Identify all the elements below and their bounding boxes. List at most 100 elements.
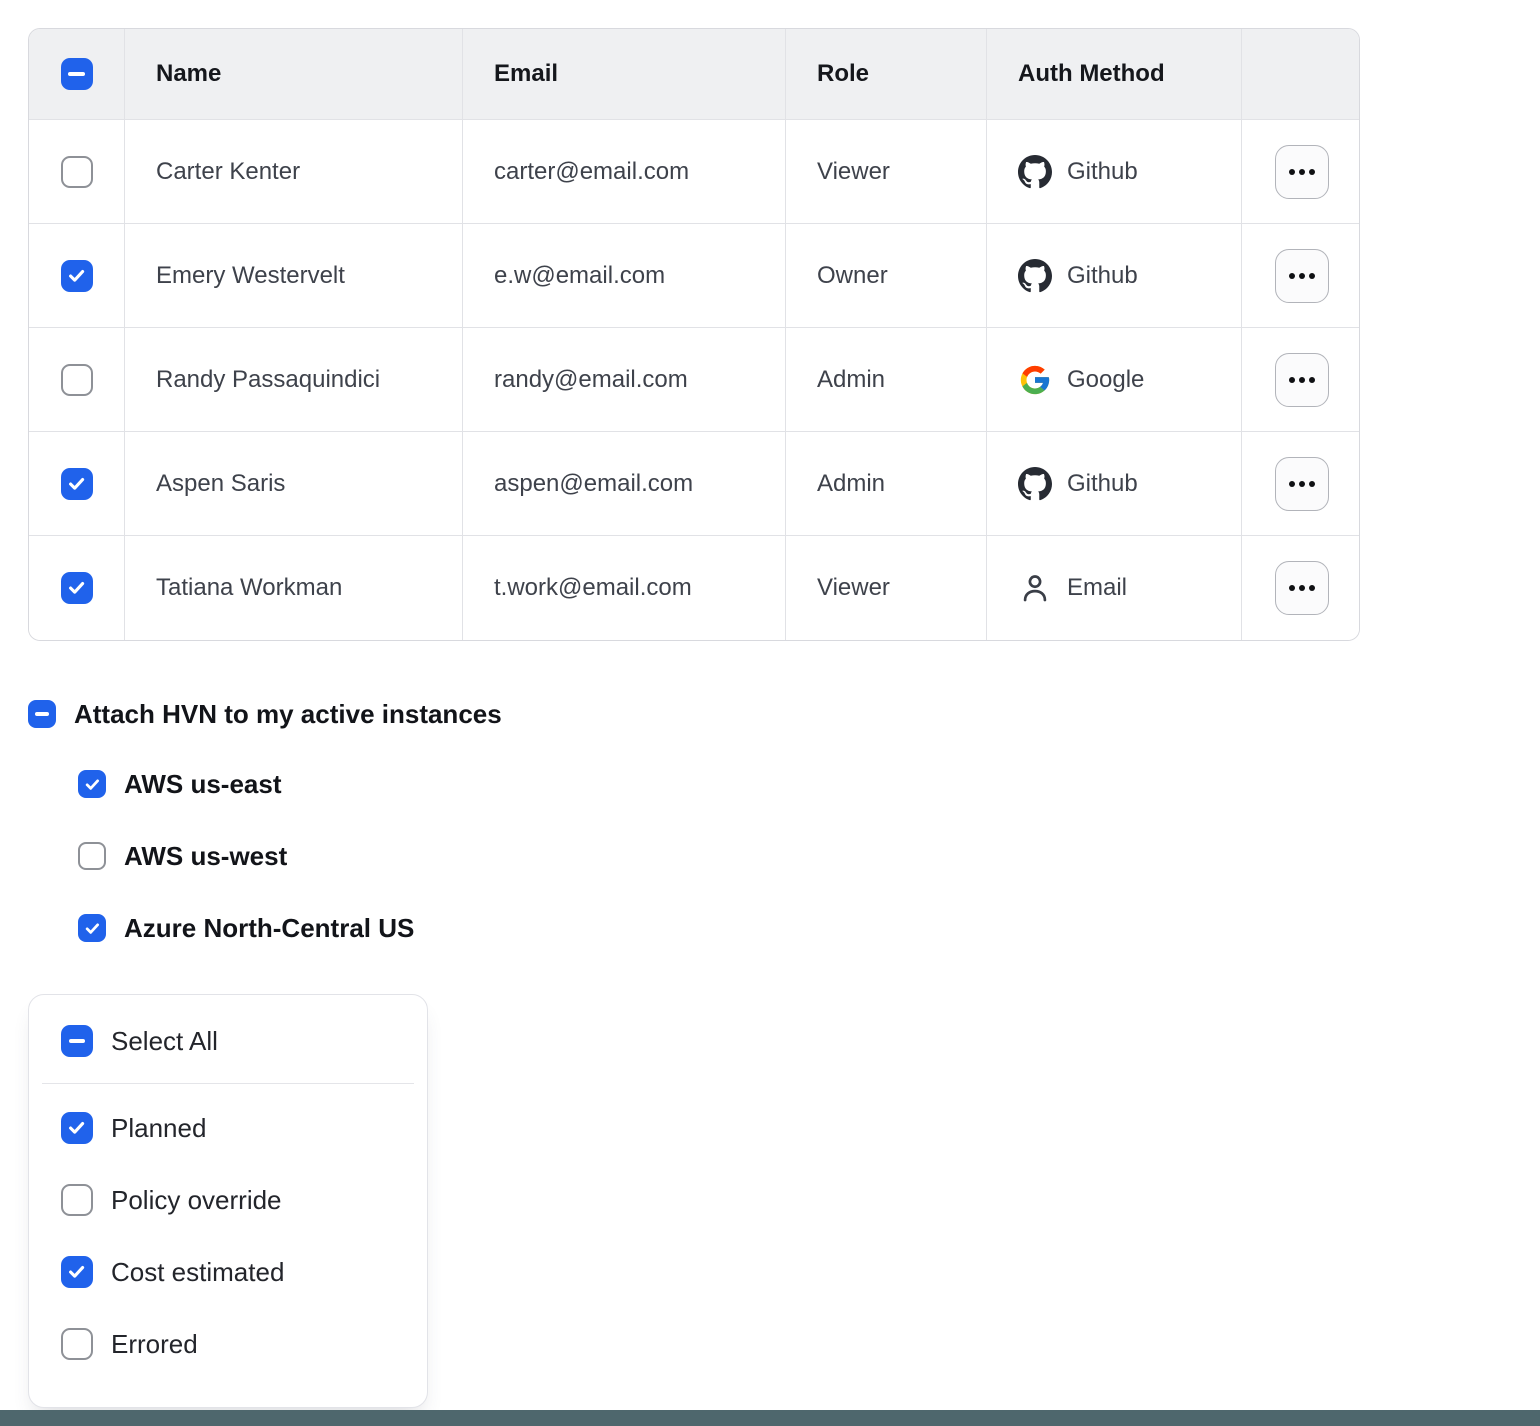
ellipsis-icon (1288, 376, 1315, 383)
row-actions-button[interactable] (1274, 248, 1329, 303)
filter-option-label: Errored (111, 1328, 198, 1359)
email-cell: aspen@email.com (463, 432, 786, 536)
user-role: Viewer (817, 157, 890, 185)
hvn-instance-checkbox[interactable] (78, 842, 106, 870)
table-row: Tatiana Workman t.work@email.com Viewer (29, 536, 1359, 640)
filter-select-all[interactable]: Select All (29, 1021, 427, 1061)
table-body: Carter Kenter carter@email.com Viewer (29, 120, 1359, 640)
filter-option[interactable]: Planned (29, 1108, 427, 1148)
check-icon (85, 923, 99, 934)
hvn-instance-option[interactable]: Azure North-Central US (78, 912, 502, 944)
minus-icon (68, 72, 85, 76)
auth-method-label: Github (1067, 261, 1138, 289)
github-icon (1018, 154, 1052, 189)
filter-option[interactable]: Policy override (29, 1180, 427, 1220)
table-row: Carter Kenter carter@email.com Viewer (29, 120, 1359, 224)
filter-option[interactable]: Cost estimated (29, 1252, 427, 1292)
row-checkbox[interactable] (60, 363, 93, 396)
user-role: Admin (817, 469, 886, 497)
hvn-section: Attach HVN to my active instances AWS us… (28, 698, 502, 984)
row-checkbox[interactable] (60, 155, 93, 188)
role-cell: Admin (786, 432, 987, 536)
row-select-cell (29, 120, 125, 224)
hvn-instance-checkbox[interactable] (78, 770, 106, 798)
auth-method-label: Google (1067, 365, 1145, 393)
email-cell: t.work@email.com (463, 536, 786, 640)
row-select-cell (29, 224, 125, 328)
user-name: Carter Kenter (156, 157, 301, 185)
user-role: Owner (817, 261, 888, 289)
filter-select-all-checkbox[interactable] (61, 1025, 93, 1057)
user-role: Viewer (817, 574, 890, 601)
auth-method-label: Github (1067, 469, 1138, 497)
check-icon (68, 582, 85, 595)
hvn-instance-option[interactable]: AWS us-east (78, 768, 502, 800)
email-cell: carter@email.com (463, 120, 786, 224)
filter-card: Select All Planned Policy override Cost … (28, 994, 428, 1408)
filter-option-checkbox[interactable] (61, 1328, 93, 1360)
actions-cell (1242, 224, 1359, 328)
hvn-instance-label: AWS us-east (124, 768, 282, 799)
minus-icon (34, 712, 50, 716)
auth-method-cell: Github (987, 224, 1242, 328)
column-header-actions (1242, 29, 1359, 120)
column-header-auth-method: Auth Method (987, 29, 1242, 120)
user-email: e.w@email.com (494, 261, 666, 289)
filter-option-checkbox[interactable] (61, 1256, 93, 1288)
column-header-name: Name (125, 29, 463, 120)
filter-select-all-label: Select All (111, 1025, 218, 1056)
hvn-parent-option[interactable]: Attach HVN to my active instances (28, 698, 502, 730)
ellipsis-icon (1288, 272, 1315, 279)
row-actions-button[interactable] (1274, 144, 1329, 199)
ellipsis-icon (1288, 168, 1315, 175)
check-icon (85, 779, 99, 790)
select-all-rows-checkbox[interactable] (60, 58, 93, 90)
auth-method-cell: Email (987, 536, 1242, 640)
minus-icon (68, 1039, 86, 1043)
user-email: aspen@email.com (494, 469, 694, 497)
person-icon (1018, 571, 1052, 605)
column-header-role: Role (786, 29, 987, 120)
row-actions-button[interactable] (1274, 456, 1329, 511)
row-actions-button[interactable] (1274, 561, 1329, 615)
role-cell: Viewer (786, 536, 987, 640)
row-checkbox[interactable] (60, 572, 93, 604)
email-cell: e.w@email.com (463, 224, 786, 328)
filter-option-checkbox[interactable] (61, 1184, 93, 1216)
hvn-parent-checkbox[interactable] (28, 700, 56, 728)
table-row: Emery Westervelt e.w@email.com Owner (29, 224, 1359, 328)
role-cell: Viewer (786, 120, 987, 224)
row-select-cell (29, 328, 125, 432)
hvn-children: AWS us-east AWS us-west Azure North-Cent… (78, 768, 502, 944)
user-email: randy@email.com (494, 365, 688, 393)
filter-option-label: Cost estimated (111, 1256, 285, 1287)
ellipsis-icon (1288, 585, 1315, 591)
auth-method-cell: Github (987, 120, 1242, 224)
google-icon (1018, 363, 1052, 397)
filter-option-label: Policy override (111, 1184, 282, 1215)
divider (42, 1083, 414, 1084)
filter-option[interactable]: Errored (29, 1324, 427, 1364)
check-icon (68, 269, 85, 282)
check-icon (68, 477, 85, 490)
bottom-bar (0, 1410, 1540, 1426)
github-icon (1018, 466, 1052, 501)
row-checkbox[interactable] (60, 259, 93, 292)
hvn-instance-checkbox[interactable] (78, 914, 106, 942)
user-name: Aspen Saris (156, 469, 286, 497)
filter-option-checkbox[interactable] (61, 1112, 93, 1144)
row-actions-button[interactable] (1274, 352, 1329, 407)
table-header: Name Email Role Auth Method (29, 29, 1359, 120)
hvn-instance-option[interactable]: AWS us-west (78, 840, 502, 872)
row-select-cell (29, 536, 125, 640)
auth-method-label: Github (1067, 157, 1138, 185)
filter-option-label: Planned (111, 1112, 207, 1143)
actions-cell (1242, 328, 1359, 432)
name-cell: Randy Passaquindici (125, 328, 463, 432)
auth-method-cell: Github (987, 432, 1242, 536)
role-cell: Owner (786, 224, 987, 328)
column-header-email: Email (463, 29, 786, 120)
row-checkbox[interactable] (60, 467, 93, 500)
auth-method-label: Email (1067, 574, 1128, 601)
